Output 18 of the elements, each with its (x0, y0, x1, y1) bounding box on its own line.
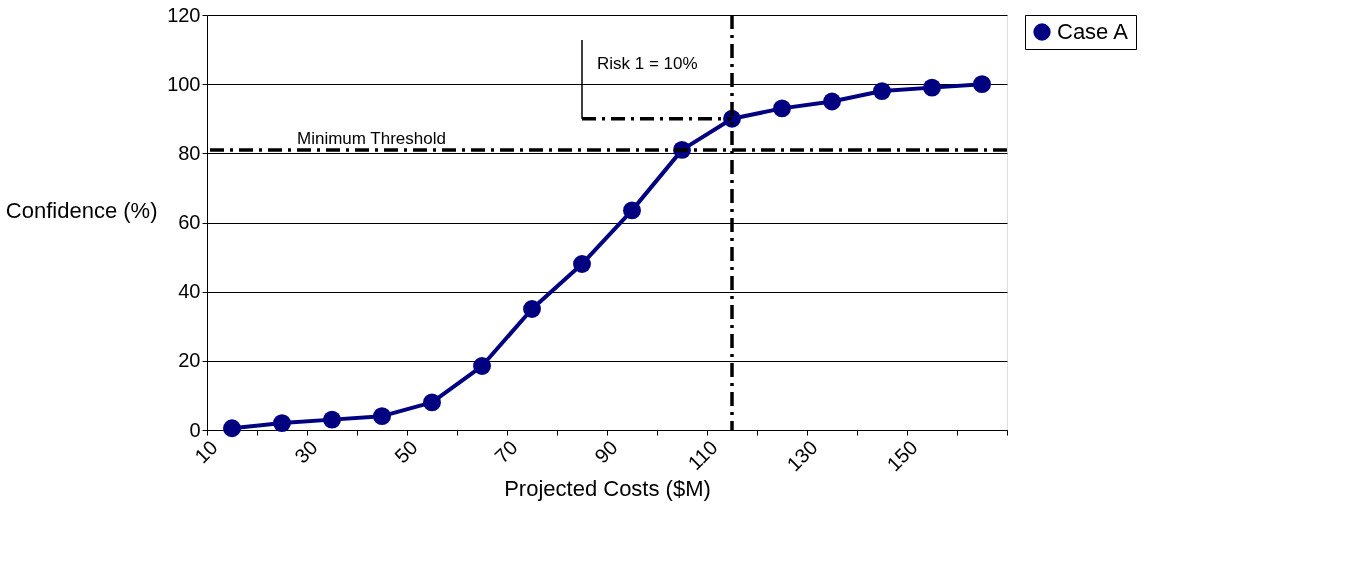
y-tick-label: 60 (178, 211, 201, 233)
x-tick-label: 110 (683, 436, 722, 475)
x-tick-label: 150 (882, 436, 922, 476)
y-axis-title: Confidence (%) (5, 198, 158, 223)
ref-line-label: Minimum Threshold (297, 128, 446, 148)
legend-label: Case A (1057, 19, 1129, 44)
y-tick-label: 120 (167, 3, 201, 26)
x-tick-label: 30 (290, 436, 322, 468)
y-tick-label: 80 (178, 141, 201, 164)
x-tick-label: 90 (590, 436, 622, 468)
annotation: Risk 1 = 10% (597, 53, 698, 73)
x-tick-label: 130 (782, 436, 822, 476)
x-axis-title: Projected Costs ($M) (504, 476, 711, 502)
y-tick-label: 20 (178, 349, 201, 372)
x-tick-label: 70 (490, 436, 522, 468)
y-tick-label: 100 (167, 72, 201, 95)
y-tick-label: 40 (178, 280, 201, 303)
x-tick-label: 50 (390, 436, 422, 468)
